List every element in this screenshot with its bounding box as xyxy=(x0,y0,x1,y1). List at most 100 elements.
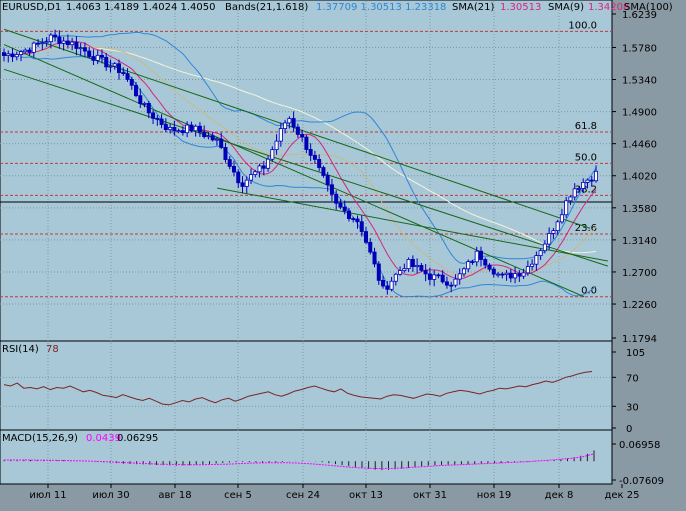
candle-body xyxy=(504,272,509,275)
macd-value-2: 0.06295 xyxy=(117,433,158,444)
candle-body xyxy=(530,263,535,267)
candle-body xyxy=(257,165,262,173)
sma9-line xyxy=(3,40,597,280)
macd-value-1: 0.0439 xyxy=(86,433,121,444)
candle-body xyxy=(291,118,296,128)
candle-body xyxy=(295,126,300,135)
candle-body xyxy=(589,179,594,182)
date-tick-label: дек 8 xyxy=(545,490,574,501)
candle-body xyxy=(227,159,232,167)
candle-body xyxy=(372,251,377,265)
candle-body xyxy=(364,231,369,243)
rsi-panel xyxy=(0,340,613,431)
candle-body xyxy=(74,41,79,49)
candle-body xyxy=(406,258,411,270)
candle-body xyxy=(410,258,415,267)
fib-level-label: 61.8 xyxy=(575,121,597,132)
candle-body xyxy=(210,135,215,141)
candle-body xyxy=(594,170,599,182)
candle-body xyxy=(121,72,126,75)
fib-level-label: 50.0 xyxy=(575,152,597,163)
macd-tick-label: -0.07609 xyxy=(619,476,664,487)
candle-body xyxy=(581,182,586,189)
sma9-value: 1.34208 xyxy=(588,2,629,13)
candle-body xyxy=(487,264,492,270)
date-tick-label: авг 18 xyxy=(158,490,191,501)
candle-body xyxy=(253,171,258,176)
price-tick-label: 1.2700 xyxy=(622,268,657,279)
candle-body xyxy=(70,41,75,46)
candle-body xyxy=(180,130,185,134)
candle-body xyxy=(283,122,288,129)
date-tick-label: июл 11 xyxy=(29,490,66,501)
candle-body xyxy=(415,265,420,267)
candle-body xyxy=(308,149,313,156)
candle-body xyxy=(219,138,224,148)
candle-body xyxy=(163,124,168,130)
candle-body xyxy=(231,166,236,173)
candle-body xyxy=(36,42,41,45)
date-tick-label: сен 5 xyxy=(224,490,252,501)
candle-body xyxy=(82,47,87,52)
candle-body xyxy=(449,284,454,287)
candle-body xyxy=(427,273,432,280)
rsi-tick-label: 105 xyxy=(626,348,645,359)
candle-body xyxy=(146,102,151,114)
candle-body xyxy=(346,210,351,219)
candle-body xyxy=(176,130,181,132)
candle-body xyxy=(10,53,15,58)
candle-body xyxy=(223,147,228,160)
candle-body xyxy=(491,268,496,275)
candle-body xyxy=(304,136,309,150)
candle-body xyxy=(87,50,92,57)
candle-body xyxy=(197,125,202,133)
candle-body xyxy=(585,179,590,183)
macd-label: MACD(15,26,9) xyxy=(2,433,78,444)
candle-body xyxy=(321,167,326,176)
sma100-label: SMA(100) xyxy=(624,2,673,13)
price-tick-label: 1.4020 xyxy=(622,172,657,183)
candle-body xyxy=(44,41,49,44)
candle-body xyxy=(31,42,36,53)
macd-histogram-layer xyxy=(3,450,595,471)
price-tick-label: 1.2260 xyxy=(622,300,657,311)
sma21-value: 1.30513 xyxy=(500,2,541,13)
candle-body xyxy=(270,149,275,160)
rsi-line xyxy=(3,371,593,406)
candle-body xyxy=(240,182,245,187)
date-tick-label: июл 30 xyxy=(92,490,129,501)
sma100-line xyxy=(3,45,597,254)
candle-body xyxy=(457,273,462,280)
rsi-label: RSI(14) xyxy=(2,344,39,355)
candle-body xyxy=(551,230,556,234)
candle-body xyxy=(214,138,219,141)
candle-body xyxy=(23,49,28,53)
candle-body xyxy=(108,65,113,68)
candle-body xyxy=(338,202,343,208)
candle-body xyxy=(359,221,364,232)
candle-body xyxy=(185,124,190,134)
date-tick-label: окт 31 xyxy=(413,490,447,501)
price-tick-label: 1.4900 xyxy=(622,108,657,119)
candle-body xyxy=(151,112,156,119)
candle-body xyxy=(444,281,449,286)
price-tick-label: 1.3580 xyxy=(622,204,657,215)
candle-body xyxy=(249,174,254,181)
bollinger-upper xyxy=(20,31,597,264)
sma21-line xyxy=(3,45,597,277)
price-tick-label: 1.3140 xyxy=(622,236,657,247)
candle-body xyxy=(155,117,160,120)
candle-body xyxy=(65,40,70,46)
candle-body xyxy=(576,188,581,190)
candle-body xyxy=(376,263,381,281)
price-tick-label: 1.5340 xyxy=(622,76,657,87)
candle-body xyxy=(432,274,437,280)
candle-body xyxy=(134,84,139,97)
trend-channel-line xyxy=(3,68,608,267)
candlesticks xyxy=(2,29,599,295)
bands-values: 1.37709 1.30513 1.23318 xyxy=(316,2,446,13)
candle-body xyxy=(355,218,360,223)
candle-body xyxy=(513,273,518,279)
candle-body xyxy=(27,49,32,53)
date-tick-label: окт 13 xyxy=(349,490,383,501)
